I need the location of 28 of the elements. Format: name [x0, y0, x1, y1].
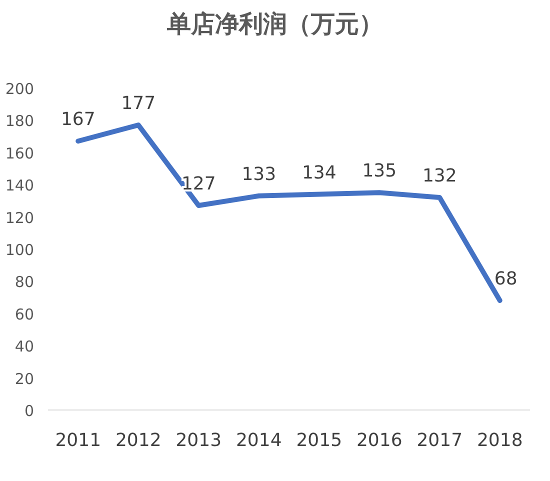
chart-title: 单店净利润（万元）: [166, 10, 383, 38]
y-tick-label: 20: [14, 370, 34, 388]
data-label: 127: [181, 174, 216, 195]
y-tick-label: 140: [5, 176, 34, 195]
y-tick-label: 180: [5, 112, 34, 130]
x-tick-label: 2012: [115, 430, 162, 451]
x-tick-label: 2015: [296, 430, 342, 451]
x-tick-label: 2014: [236, 430, 282, 451]
y-tick-label: 160: [5, 144, 34, 162]
y-tick-label: 0: [24, 402, 34, 420]
y-tick-label: 60: [14, 305, 34, 324]
y-tick-label: 40: [14, 338, 34, 356]
data-label: 132: [422, 165, 457, 186]
y-tick-label: 100: [5, 241, 34, 259]
data-label: 177: [121, 93, 156, 114]
data-label: 135: [362, 160, 397, 182]
y-tick-label: 80: [14, 273, 34, 292]
x-tick-label: 2018: [476, 430, 523, 451]
data-label: 134: [302, 162, 336, 184]
y-tick-label: 120: [5, 208, 34, 227]
data-label: 68: [494, 268, 518, 290]
x-tick-label: 2017: [416, 430, 463, 451]
x-tick-label: 2013: [176, 430, 222, 451]
data-label: 167: [60, 109, 96, 130]
y-tick-label: 200: [5, 80, 34, 98]
x-tick-label: 2016: [356, 430, 402, 451]
data-label: 133: [242, 164, 276, 185]
x-tick-label: 2011: [55, 430, 102, 451]
